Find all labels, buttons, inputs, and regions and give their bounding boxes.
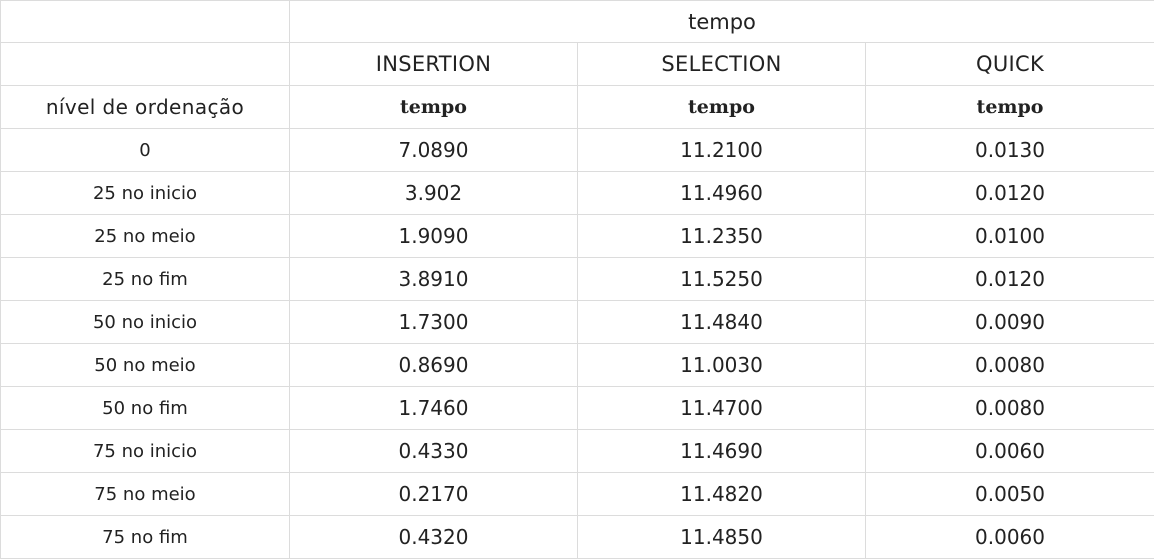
table-row: 50 no meio 0.8690 11.0030 0.0080 bbox=[1, 344, 1154, 387]
row-label: 0 bbox=[1, 129, 290, 172]
row-label: 50 no meio bbox=[1, 344, 290, 387]
row-label: 75 no meio bbox=[1, 473, 290, 516]
selection-value: 11.0030 bbox=[578, 344, 866, 387]
table-row: 25 no meio 1.9090 11.2350 0.0100 bbox=[1, 215, 1154, 258]
table-row: 75 no inicio 0.4330 11.4690 0.0060 bbox=[1, 430, 1154, 473]
table-row: 25 no fim 3.8910 11.5250 0.0120 bbox=[1, 258, 1154, 301]
row-label: 75 no fim bbox=[1, 516, 290, 559]
table-row: 75 no fim 0.4320 11.4850 0.0060 bbox=[1, 516, 1154, 559]
sub-header-quick: tempo bbox=[866, 86, 1154, 129]
sub-header-selection: tempo bbox=[578, 86, 866, 129]
corner-cell bbox=[1, 1, 290, 43]
insertion-value: 1.9090 bbox=[290, 215, 578, 258]
quick-value: 0.0130 bbox=[866, 129, 1154, 172]
selection-value: 11.2350 bbox=[578, 215, 866, 258]
algorithm-header-insertion: INSERTION bbox=[290, 43, 578, 86]
row-label: 75 no inicio bbox=[1, 430, 290, 473]
quick-value: 0.0090 bbox=[866, 301, 1154, 344]
insertion-value: 0.4330 bbox=[290, 430, 578, 473]
insertion-value: 1.7300 bbox=[290, 301, 578, 344]
insertion-value: 3.8910 bbox=[290, 258, 578, 301]
insertion-value: 0.4320 bbox=[290, 516, 578, 559]
selection-value: 11.4700 bbox=[578, 387, 866, 430]
quick-value: 0.0100 bbox=[866, 215, 1154, 258]
quick-value: 0.0060 bbox=[866, 516, 1154, 559]
header-row-algorithms: INSERTION SELECTION QUICK bbox=[1, 43, 1154, 86]
row-label: 50 no fim bbox=[1, 387, 290, 430]
insertion-value: 7.0890 bbox=[290, 129, 578, 172]
selection-value: 11.4820 bbox=[578, 473, 866, 516]
selection-value: 11.4840 bbox=[578, 301, 866, 344]
row-label: 25 no fim bbox=[1, 258, 290, 301]
selection-value: 11.2100 bbox=[578, 129, 866, 172]
row-header-cell: nível de ordenação bbox=[1, 86, 290, 129]
table-row: 75 no meio 0.2170 11.4820 0.0050 bbox=[1, 473, 1154, 516]
selection-value: 11.4850 bbox=[578, 516, 866, 559]
insertion-value: 3.902 bbox=[290, 172, 578, 215]
quick-value: 0.0060 bbox=[866, 430, 1154, 473]
table-row: 50 no fim 1.7460 11.4700 0.0080 bbox=[1, 387, 1154, 430]
quick-value: 0.0080 bbox=[866, 387, 1154, 430]
header-row-sub: nível de ordenação tempo tempo tempo bbox=[1, 86, 1154, 129]
selection-value: 11.5250 bbox=[578, 258, 866, 301]
table-row: 25 no inicio 3.902 11.4960 0.0120 bbox=[1, 172, 1154, 215]
table-row: 0 7.0890 11.2100 0.0130 bbox=[1, 129, 1154, 172]
insertion-value: 1.7460 bbox=[290, 387, 578, 430]
top-header-cell: tempo bbox=[290, 1, 1154, 43]
insertion-value: 0.2170 bbox=[290, 473, 578, 516]
row-label: 25 no meio bbox=[1, 215, 290, 258]
insertion-value: 0.8690 bbox=[290, 344, 578, 387]
row-label: 25 no inicio bbox=[1, 172, 290, 215]
selection-value: 11.4960 bbox=[578, 172, 866, 215]
selection-value: 11.4690 bbox=[578, 430, 866, 473]
blank-cell bbox=[1, 43, 290, 86]
quick-value: 0.0050 bbox=[866, 473, 1154, 516]
sub-header-insertion: tempo bbox=[290, 86, 578, 129]
quick-value: 0.0120 bbox=[866, 258, 1154, 301]
quick-value: 0.0120 bbox=[866, 172, 1154, 215]
algorithm-header-quick: QUICK bbox=[866, 43, 1154, 86]
row-label: 50 no inicio bbox=[1, 301, 290, 344]
header-row-top: tempo bbox=[1, 1, 1154, 43]
quick-value: 0.0080 bbox=[866, 344, 1154, 387]
table-row: 50 no inicio 1.7300 11.4840 0.0090 bbox=[1, 301, 1154, 344]
algorithm-header-selection: SELECTION bbox=[578, 43, 866, 86]
